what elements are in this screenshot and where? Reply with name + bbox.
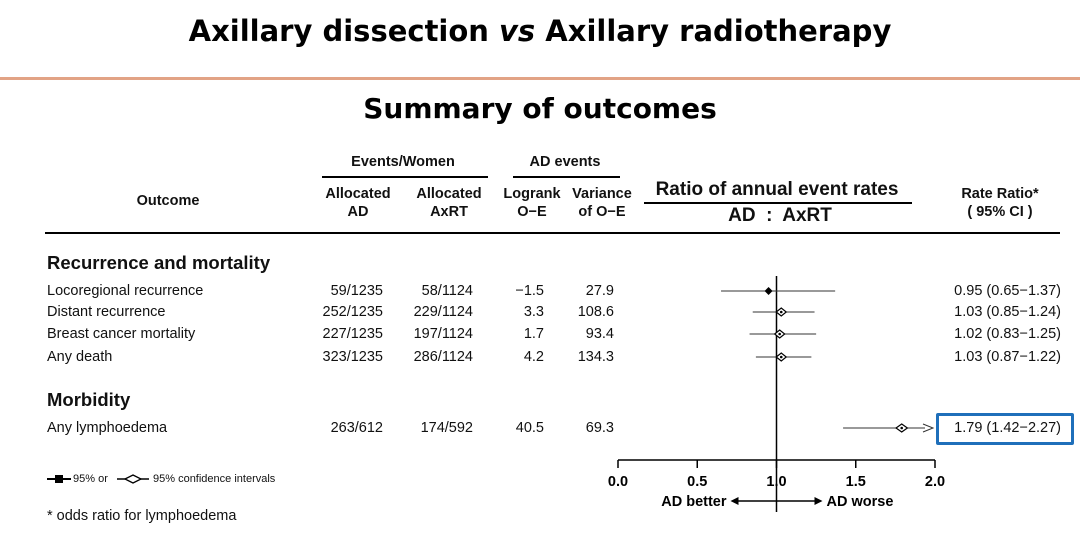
x-tick-label: 0.5	[687, 474, 707, 490]
section-morbidity: Morbidity	[47, 389, 131, 410]
legend-square-icon	[55, 475, 63, 483]
row-ad-events: 263/612	[330, 420, 383, 436]
row-ad-events: 252/1235	[322, 304, 383, 320]
ad-worse-label: AD worse	[827, 494, 894, 510]
row-ad-events: 323/1235	[322, 349, 383, 365]
header-events-rule	[322, 176, 488, 178]
title-divider	[0, 77, 1080, 80]
row-logrank: 40.5	[515, 420, 544, 436]
legend-diamond-icon	[123, 474, 143, 484]
header-logrank: Logrank O−E	[503, 186, 561, 220]
row-ad-events: 59/1235	[330, 283, 383, 299]
row-axrt-events: 58/1124	[421, 283, 473, 299]
row-variance: 108.6	[577, 304, 614, 320]
arrow-left-icon	[730, 497, 739, 505]
x-tick-label: 1.5	[846, 474, 866, 490]
slide-subtitle: Summary of outcomes	[363, 92, 717, 125]
row-axrt-events: 197/1124	[413, 326, 473, 342]
header-ad-events-rule	[513, 176, 620, 178]
row-logrank: −1.5	[515, 283, 544, 299]
arrow-right-icon	[814, 497, 823, 505]
row-variance: 69.3	[585, 420, 614, 436]
row-rate-ratio: 1.03 (0.87−1.22)	[954, 349, 1061, 365]
footnote: * odds ratio for lymphoedema	[47, 508, 237, 524]
row-outcome-label: Breast cancer mortality	[47, 326, 196, 342]
slide-title: Axillary dissection vs Axillary radiothe…	[188, 14, 892, 48]
row-rate-ratio: 0.95 (0.65−1.37)	[954, 283, 1061, 299]
row-variance: 93.4	[585, 326, 614, 342]
section-recurrence-mortality: Recurrence and mortality	[47, 252, 271, 273]
header-rate-ratio: Rate Ratio*( 95% CI )	[961, 186, 1039, 220]
row-outcome-label: Distant recurrence	[47, 304, 166, 320]
legend-square-label: 95% or	[73, 473, 108, 485]
highlighted-rate-ratio-box	[936, 413, 1074, 445]
x-tick-label: 0.0	[608, 474, 628, 490]
ad-better-label: AD better	[661, 494, 727, 510]
row-rate-ratio: 1.02 (0.83−1.25)	[954, 326, 1061, 342]
estimate-square-marker	[764, 287, 773, 295]
header-allocated-axrt: Allocated AxRT	[416, 186, 482, 220]
row-variance: 134.3	[577, 349, 614, 365]
row-logrank: 1.7	[523, 326, 544, 342]
x-tick-label: 2.0	[925, 474, 945, 490]
header-outcome: Outcome	[136, 193, 200, 209]
legend-markers	[47, 474, 149, 484]
header-variance: Variance of O−E	[572, 186, 632, 220]
row-variance: 27.9	[585, 283, 614, 299]
row-rate-ratio-highlighted: 1.79 (1.42−2.27)	[954, 420, 1061, 436]
estimate-center-dot	[779, 355, 783, 359]
row-axrt-events: 174/592	[420, 420, 473, 436]
estimate-center-dot	[900, 426, 904, 430]
header-bottom-rule	[45, 232, 1060, 234]
x-tick-label: 1.0	[766, 474, 786, 490]
row-ad-events: 227/1235	[322, 326, 383, 342]
legend-diamond-label: 95% confidence intervals	[153, 473, 276, 485]
row-axrt-events: 286/1124	[413, 349, 473, 365]
estimate-center-dot	[778, 332, 781, 336]
header-allocated-ad: Allocated AD	[325, 186, 391, 220]
row-rate-ratio: 1.03 (0.85−1.24)	[954, 304, 1061, 320]
header-ratio-sub: AD : AxRT	[728, 205, 832, 226]
row-logrank: 4.2	[523, 349, 544, 365]
row-outcome-label: Locoregional recurrence	[47, 283, 204, 299]
row-outcome-label: Any death	[47, 349, 113, 365]
estimate-center-dot	[779, 310, 783, 314]
header-ad-events: AD events	[529, 154, 601, 170]
header-events-women: Events/Women	[351, 154, 455, 170]
row-outcome-label: Any lymphoedema	[47, 420, 168, 436]
row-axrt-events: 229/1124	[413, 304, 473, 320]
row-logrank: 3.3	[523, 304, 544, 320]
header-ratio-rule	[644, 202, 912, 204]
ci-arrow-icon	[922, 423, 935, 433]
header-ratio-title: Ratio of annual event rates	[655, 179, 899, 200]
